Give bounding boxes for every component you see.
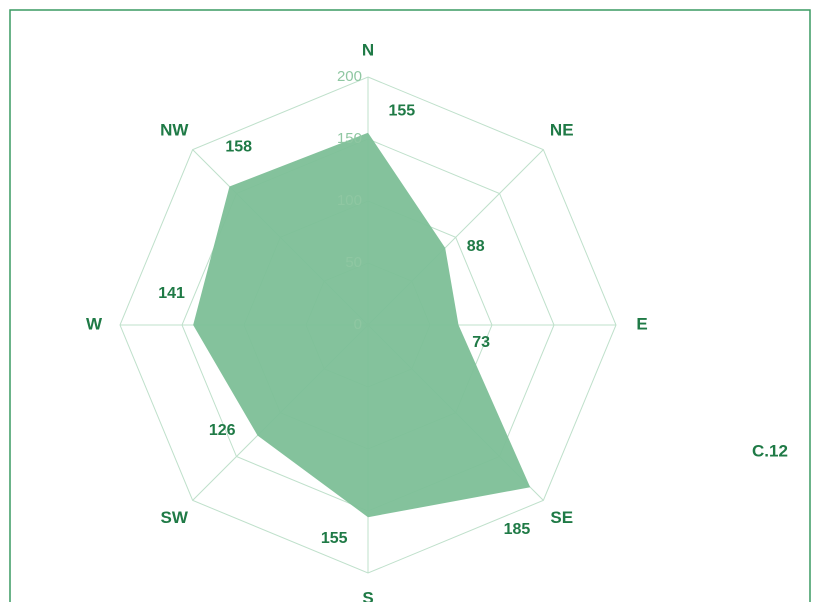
y-tick-label: 0 (354, 316, 362, 333)
data-label: 185 (504, 521, 531, 538)
category-label: S (362, 588, 373, 602)
data-label: 126 (209, 422, 236, 439)
y-tick-label: 100 (337, 192, 362, 209)
data-label: 141 (158, 285, 185, 302)
data-label: 155 (321, 530, 348, 547)
y-tick-label: 50 (345, 254, 362, 271)
data-label: 88 (467, 238, 485, 255)
data-label: 73 (472, 334, 490, 351)
category-label: SW (161, 508, 189, 527)
category-label: E (636, 314, 647, 333)
y-tick-label: 200 (337, 68, 362, 85)
frame (9, 9, 811, 602)
category-label: SE (550, 508, 573, 527)
category-label: NE (550, 121, 574, 140)
data-label: 155 (388, 103, 415, 120)
category-label: NW (160, 121, 189, 140)
area (193, 132, 531, 518)
category-label: N (362, 40, 374, 59)
y-tick-label: 150 (337, 130, 362, 147)
data-label: 158 (225, 138, 252, 155)
annotation: C.12 (752, 441, 788, 460)
category-label: W (86, 314, 103, 333)
